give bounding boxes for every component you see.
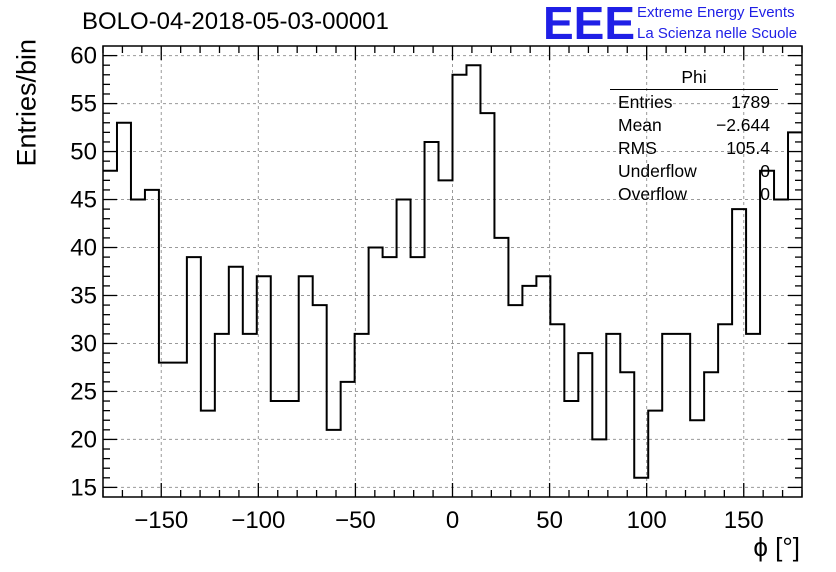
- histogram-bin: [159, 363, 173, 497]
- x-axis-label: ϕ [°]: [753, 532, 800, 562]
- stats-label: Mean: [618, 115, 662, 135]
- histogram-bin: [355, 334, 369, 497]
- histogram-bin: [760, 171, 774, 497]
- histogram-bin: [229, 267, 243, 497]
- histogram-bin: [578, 353, 592, 497]
- stats-row-mean: Mean −2.644: [610, 114, 778, 137]
- logo-text-line2: La Scienza nelle Scuole: [637, 25, 798, 42]
- y-tick-label: 35: [70, 282, 97, 309]
- histogram-bin: [676, 334, 690, 497]
- stats-box: Phi Entries 1789 Mean −2.644 RMS 105.4 U…: [610, 66, 778, 206]
- histogram-outline: [103, 64, 802, 479]
- histogram-bin: [648, 411, 662, 497]
- stats-row-underflow: Underflow 0: [610, 160, 778, 183]
- histogram-bin: [466, 65, 480, 497]
- y-tick-label: 50: [70, 139, 97, 166]
- histogram-bin: [313, 305, 327, 497]
- y-axis-label: Entries/bin: [11, 38, 42, 167]
- stats-label: Entries: [618, 92, 673, 112]
- stats-value: 1789: [731, 92, 770, 112]
- histogram-bin: [508, 305, 522, 497]
- histogram-bin: [131, 200, 145, 497]
- stats-divider: [610, 89, 778, 90]
- histogram-bin: [369, 248, 383, 497]
- y-tick-label: 30: [70, 330, 97, 357]
- histogram-bin: [732, 209, 746, 497]
- x-tick-label: 100: [627, 507, 667, 534]
- y-tick-label: 45: [70, 187, 97, 214]
- histogram-bin: [620, 372, 634, 497]
- histogram-bin: [173, 363, 187, 497]
- x-tick-label: 150: [724, 507, 764, 534]
- stats-value: 0: [760, 161, 770, 181]
- x-tick-label: −100: [231, 507, 285, 534]
- histogram-bin: [411, 257, 425, 497]
- histogram-bin: [480, 113, 494, 497]
- y-tick-label: 15: [70, 474, 97, 501]
- histogram-bin: [215, 334, 229, 497]
- histogram-bin: [257, 276, 271, 497]
- histogram-bin: [522, 286, 536, 497]
- histogram-bin: [494, 238, 508, 497]
- histogram-bin: [704, 372, 718, 497]
- histogram-bin: [327, 430, 341, 497]
- x-tick-label: −50: [335, 507, 376, 534]
- histogram-bin: [718, 324, 732, 497]
- histogram-bin: [299, 276, 313, 497]
- histogram-bin: [564, 401, 578, 497]
- histogram-bin: [550, 324, 564, 497]
- stats-label: Underflow: [618, 161, 697, 181]
- stats-row-entries: Entries 1789: [610, 91, 778, 114]
- stats-label: RMS: [618, 138, 657, 158]
- histogram-bin: [439, 180, 453, 497]
- histogram-bin: [690, 420, 704, 497]
- histogram-bin: [187, 257, 201, 497]
- histogram-bin: [145, 190, 159, 497]
- y-tick-label: 20: [70, 426, 97, 453]
- y-tick-label: 55: [70, 91, 97, 118]
- stats-row-overflow: Overflow 0: [610, 183, 778, 206]
- x-tick-label: 50: [536, 507, 563, 534]
- logo-text-line1: Extreme Energy Events: [637, 4, 795, 21]
- histogram-bin: [592, 439, 606, 497]
- x-tick-label: 0: [446, 507, 459, 534]
- stats-row-rms: RMS 105.4: [610, 137, 778, 160]
- histogram-bin: [201, 411, 215, 497]
- stats-value: 105.4: [726, 138, 770, 158]
- histogram-bin: [341, 382, 355, 497]
- y-tick-label: 60: [70, 43, 97, 70]
- histogram-bin: [453, 75, 467, 497]
- stats-value: 0: [760, 184, 770, 204]
- histogram-bin: [285, 401, 299, 497]
- stats-label: Overflow: [618, 184, 688, 204]
- histogram-bin: [117, 123, 131, 497]
- stats-value: −2.644: [715, 115, 770, 135]
- histogram-bin: [383, 257, 397, 497]
- histogram-bin: [425, 142, 439, 497]
- histogram-bin: [662, 334, 676, 497]
- x-tick-label: −150: [134, 507, 188, 534]
- chart-title: BOLO-04-2018-05-03-00001: [82, 8, 389, 35]
- histogram-bin: [746, 334, 760, 497]
- y-tick-label: 40: [70, 235, 97, 262]
- histogram-bin: [606, 334, 620, 497]
- histogram-bin: [271, 401, 285, 497]
- histogram-bin: [774, 200, 788, 497]
- histogram-bin: [397, 200, 411, 497]
- eee-logo-mark: EEE: [543, 0, 636, 49]
- stats-title: Phi: [681, 67, 707, 87]
- y-tick-label: 25: [70, 378, 97, 405]
- histogram-bin: [243, 334, 257, 497]
- histogram-bin: [536, 276, 550, 497]
